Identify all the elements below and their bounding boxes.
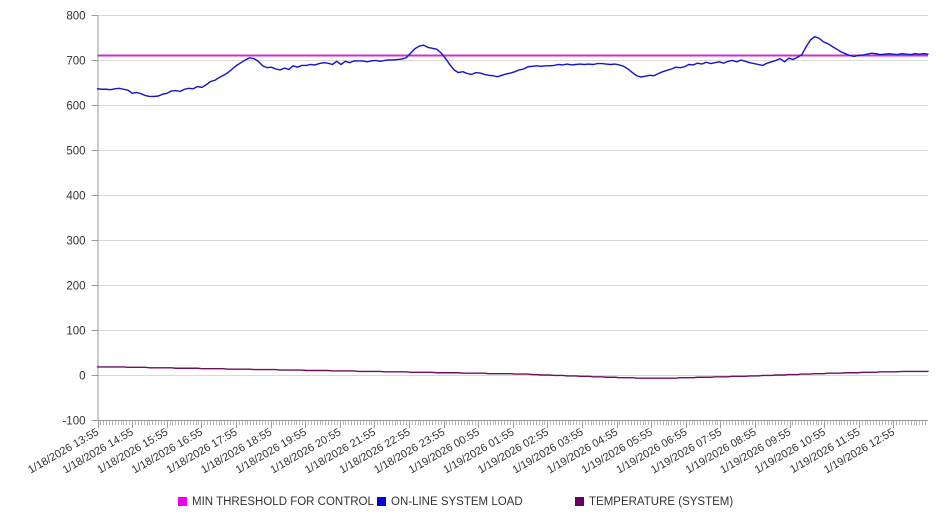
legend-label: MIN THRESHOLD FOR CONTROL <box>192 496 374 508</box>
legend-label: ON-LINE SYSTEM LOAD <box>391 496 523 508</box>
y-axis-tick-labels: -100 0 100 200 300 400 500 600 700 800 <box>62 11 85 428</box>
y-tick-label: 200 <box>66 281 85 293</box>
legend-swatch <box>178 497 187 506</box>
legend-label: TEMPERATURE (SYSTEM) <box>589 496 733 508</box>
y-tick-label: 500 <box>66 146 85 158</box>
series-line-2 <box>96 366 929 379</box>
x-axis-minor-ticks <box>98 421 926 428</box>
x-axis-tick-labels: 1/18/2026 13:551/18/2026 14:551/18/2026 … <box>26 426 897 476</box>
y-tick-label: -100 <box>62 416 85 428</box>
series-paths-group <box>96 35 929 379</box>
series-line-1 <box>96 35 929 98</box>
legend-swatch <box>377 497 386 506</box>
y-tick-label: 100 <box>66 326 85 338</box>
legend-swatch <box>575 497 584 506</box>
legend: MIN THRESHOLD FOR CONTROL ON-LINE SYSTEM … <box>178 496 733 508</box>
y-tick-label: 400 <box>66 191 85 203</box>
y-tick-label: 600 <box>66 101 85 113</box>
y-tick-label: 0 <box>79 371 85 383</box>
gridlines-group <box>97 15 928 421</box>
y-tick-label: 800 <box>66 11 85 23</box>
y-tick-label: 700 <box>66 56 85 68</box>
y-tick-label: 300 <box>66 236 85 248</box>
y-axis-line-group <box>91 15 99 421</box>
